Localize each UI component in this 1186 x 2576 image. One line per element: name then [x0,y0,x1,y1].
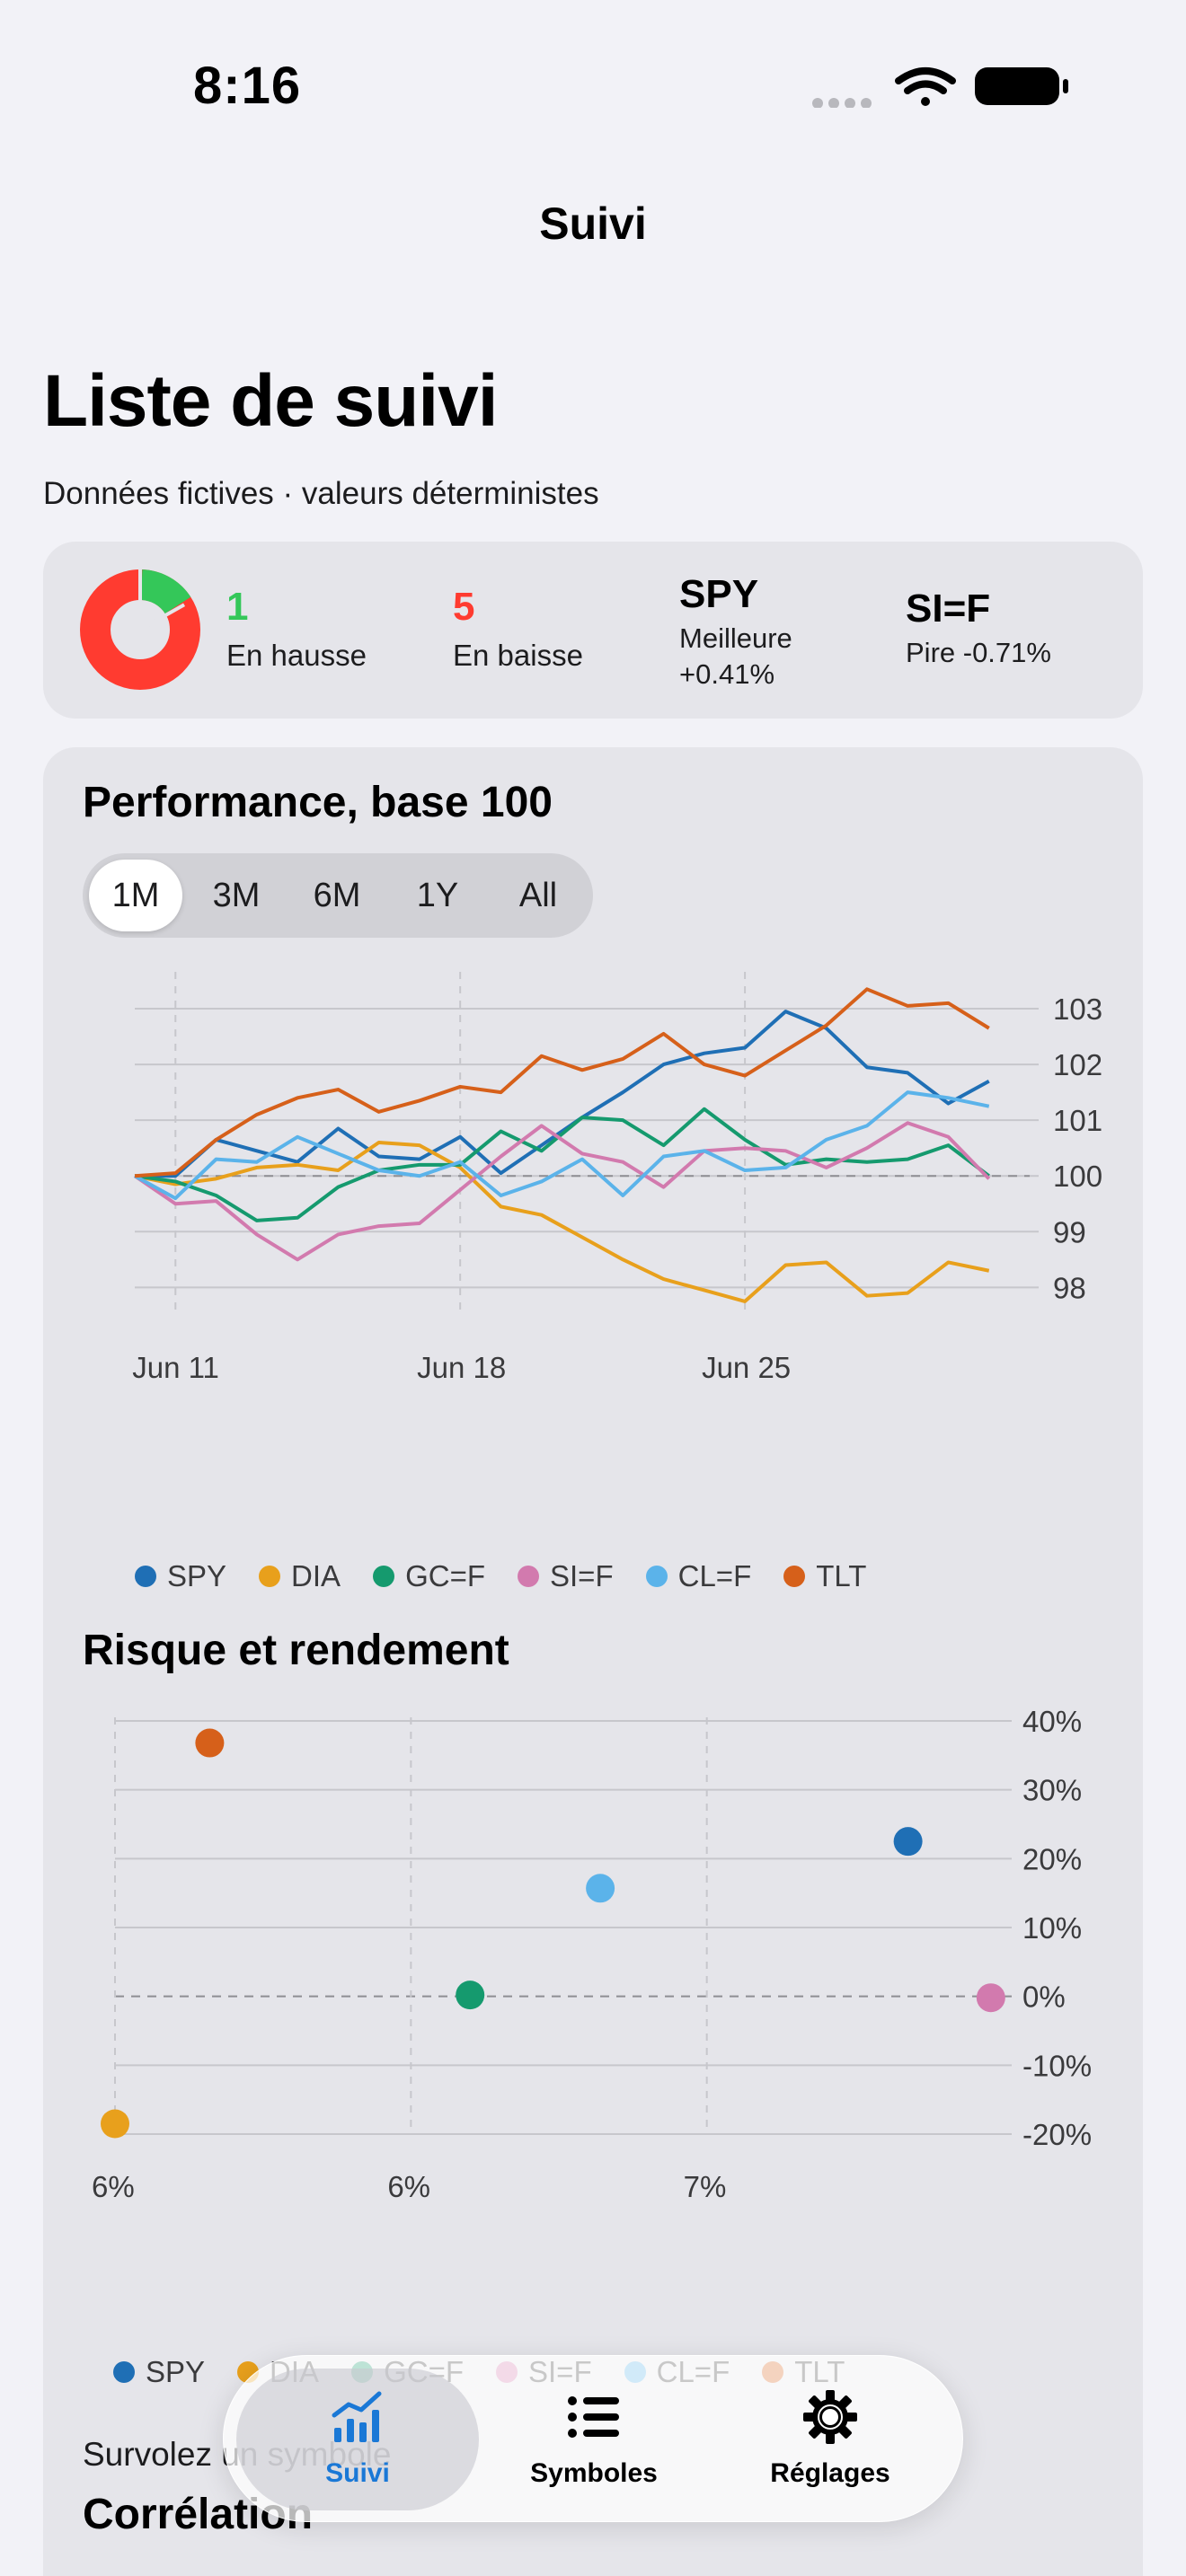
x-tick-label: Jun 18 [417,1351,506,1384]
x-tick-label: 7% [684,2170,727,2202]
tab-symboles[interactable]: Symboles [473,2369,715,2510]
worst-symbol: SI=F [906,587,991,631]
x-tick-label: 6% [92,2170,135,2202]
y-tick-label: -10% [1022,2049,1092,2082]
worst-stat: SI=F Pire -0.71% [906,587,1051,671]
up-down-donut [80,569,200,690]
worst-label: Pire -0.71% [906,637,1051,668]
risk-return-chart[interactable]: -20% -10% 0% 10% 20% 30% 40% 6% 6% 7% [43,1699,1143,2202]
tab-bar: Suivi Symboles [223,2355,963,2522]
down-label: En baisse [453,639,583,672]
list-icon [568,2396,619,2438]
status-icons [812,67,1068,108]
y-tick-label: 40% [1022,1705,1082,1738]
legend-label: GC=F [405,1559,485,1592]
best-stat: SPY Meilleure +0.41% [679,572,792,693]
best-value: +0.41% [679,658,775,690]
scatter-point-gcf[interactable] [456,1981,485,2010]
legend-dot [259,1566,281,1587]
range-all[interactable]: All [518,877,558,914]
range-segmented-control: 1M 3M 6M 1Y All [83,853,593,938]
y-tick-label: 30% [1022,1774,1082,1807]
y-tick-label: 102 [1053,1048,1102,1081]
x-tick-label: 6% [387,2170,430,2202]
legend-dot [783,1566,806,1587]
scatter-point-tlt[interactable] [195,1728,225,1758]
legend-label: TLT [816,1559,867,1592]
legend-dot [645,1566,668,1587]
gear-icon [803,2390,857,2444]
performance-legend: SPY DIA GC=F SI=F CL=F TLT [135,1559,866,1593]
y-tick-label: 100 [1053,1160,1102,1193]
x-tick-label: Jun 11 [132,1351,219,1384]
best-label: Meilleure [679,622,792,654]
legend-item-dia: DIA [259,1559,341,1593]
risk-title: Risque et rendement [83,1627,509,1674]
risk-legend-item-spy: SPY [113,2355,205,2389]
best-symbol: SPY [679,572,759,616]
legend-label: CL=F [677,1559,752,1592]
series-line-sif[interactable] [133,1121,991,1262]
tab-symboles-label: Symboles [530,2458,658,2488]
tab-reglages[interactable]: Réglages [709,2369,951,2510]
series-line-dia[interactable] [134,1141,990,1303]
legend-item-clf: CL=F [645,1559,752,1593]
legend-item-spy: SPY [135,1559,226,1593]
legend-item-gcf: GC=F [373,1559,485,1593]
up-count: 1 [226,585,249,629]
nav-title: Suivi [539,198,647,249]
legend-dot [135,1566,156,1587]
series-line-clf[interactable] [134,1090,990,1201]
y-tick-label: 0% [1022,1981,1066,2014]
scatter-point-clf[interactable] [586,1874,615,1903]
legend-dot [518,1566,539,1587]
series-line-spy[interactable] [135,1010,990,1178]
range-3m[interactable]: 3M [212,877,261,914]
y-tick-label: 10% [1022,1911,1082,1945]
status-bar: 8:16 [0,0,1186,171]
cellular-icon [812,98,872,108]
legend-dot [113,2361,135,2383]
battery-icon [975,67,1068,105]
series-line-tlt[interactable] [134,987,990,1178]
y-tick-label: 20% [1022,1842,1082,1875]
y-tick-label: 99 [1053,1215,1086,1248]
tab-suivi-label: Suivi [325,2458,390,2488]
up-stat: 1 En hausse [226,585,367,673]
legend-label: DIA [291,1559,341,1592]
page-subtitle: Données fictives · valeurs déterministes [43,476,599,511]
charts-card: Performance, base 100 1M 3M 6M 1Y All 98… [43,747,1143,2576]
page-title: Liste de suivi [43,360,499,442]
chart-bar-icon [332,2391,382,2442]
tab-reglages-label: Réglages [770,2458,890,2488]
range-1m[interactable]: 1M [89,860,182,931]
scatter-point-spy[interactable] [893,1827,923,1857]
range-6m[interactable]: 6M [313,877,361,914]
y-tick-label: -20% [1022,2118,1092,2151]
down-count: 5 [453,585,475,629]
legend-item-sif: SI=F [518,1559,614,1593]
performance-chart[interactable]: 98 99 100 101 102 103 Jun 11 Jun 18 Jun 25 [43,963,1143,1412]
legend-dot [373,1566,395,1587]
scatter-point-sif[interactable] [976,1983,1005,2013]
tab-suivi[interactable]: Suivi [236,2369,479,2510]
series-line-gcf[interactable] [134,1107,990,1222]
legend-label: SPY [167,1559,227,1592]
legend-label: SI=F [550,1559,614,1592]
legend-label: SPY [146,2355,206,2388]
legend-item-tlt: TLT [783,1559,866,1593]
y-tick-label: 101 [1053,1104,1102,1137]
status-time: 8:16 [193,57,302,115]
summary-card: 1 En hausse 5 En baisse SPY Meilleure +0… [43,542,1143,719]
scatter-point-dia[interactable] [101,2109,129,2139]
performance-title: Performance, base 100 [83,779,553,826]
y-tick-label: 103 [1053,992,1102,1026]
down-stat: 5 En baisse [453,585,583,673]
wifi-icon [895,67,956,106]
up-label: En hausse [226,639,367,672]
x-tick-label: Jun 25 [702,1351,791,1384]
range-1y[interactable]: 1Y [416,877,459,914]
y-tick-label: 98 [1053,1271,1086,1304]
